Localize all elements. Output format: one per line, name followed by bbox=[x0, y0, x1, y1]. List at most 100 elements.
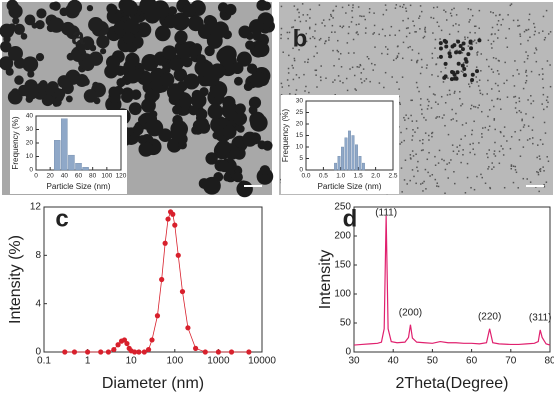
speck bbox=[474, 189, 476, 191]
speck bbox=[310, 9, 312, 11]
speck bbox=[420, 5, 422, 7]
particle bbox=[234, 77, 243, 86]
speck bbox=[373, 12, 375, 14]
speck bbox=[456, 146, 458, 148]
speck bbox=[451, 109, 453, 111]
speck bbox=[524, 31, 526, 32]
speck bbox=[467, 177, 469, 179]
particle bbox=[49, 2, 57, 10]
cluster bbox=[442, 76, 446, 80]
speck bbox=[411, 59, 413, 61]
speck bbox=[538, 32, 540, 34]
speck bbox=[397, 56, 399, 58]
speck bbox=[472, 15, 474, 17]
speck bbox=[525, 113, 527, 115]
speck bbox=[471, 134, 473, 136]
speck bbox=[402, 20, 404, 22]
speck bbox=[519, 33, 521, 35]
speck bbox=[498, 73, 500, 75]
particle bbox=[182, 4, 196, 18]
cluster bbox=[455, 77, 459, 81]
peak-annotation: (220) bbox=[478, 311, 501, 322]
speck bbox=[462, 124, 464, 126]
speck bbox=[469, 86, 471, 88]
data-point bbox=[111, 347, 116, 352]
speck bbox=[528, 19, 530, 21]
histogram-bar bbox=[338, 156, 340, 170]
speck bbox=[462, 154, 464, 156]
cluster bbox=[457, 62, 461, 66]
speck bbox=[361, 16, 363, 18]
speck bbox=[333, 10, 335, 12]
speck bbox=[491, 69, 493, 71]
speck bbox=[449, 162, 451, 164]
particle bbox=[92, 82, 99, 89]
speck bbox=[523, 88, 525, 90]
data-point bbox=[146, 347, 151, 352]
speck bbox=[529, 14, 531, 16]
speck bbox=[439, 116, 441, 118]
speck bbox=[411, 139, 413, 141]
speck bbox=[302, 3, 304, 5]
speck bbox=[352, 7, 354, 8]
speck bbox=[294, 20, 296, 22]
y-tick-label: 25 bbox=[296, 109, 304, 116]
speck bbox=[480, 70, 482, 72]
x-tick-label: 80 bbox=[544, 356, 554, 367]
speck bbox=[414, 31, 416, 32]
particle bbox=[235, 103, 246, 114]
speck bbox=[399, 30, 401, 32]
speck bbox=[530, 95, 532, 97]
speck bbox=[499, 99, 501, 101]
speck bbox=[410, 5, 412, 7]
speck bbox=[417, 127, 419, 128]
speck bbox=[510, 5, 512, 7]
speck bbox=[391, 76, 393, 78]
x-tick-label: 10 bbox=[126, 356, 138, 367]
y-tick-label: 20 bbox=[296, 121, 304, 128]
speck bbox=[387, 53, 389, 55]
speck bbox=[340, 53, 342, 55]
speck bbox=[493, 166, 495, 168]
speck bbox=[384, 35, 386, 37]
x-tick-label: 50 bbox=[427, 356, 439, 367]
speck bbox=[432, 57, 434, 59]
speck bbox=[546, 10, 548, 12]
speck bbox=[398, 53, 400, 55]
speck bbox=[536, 61, 538, 63]
speck bbox=[445, 67, 447, 69]
speck bbox=[464, 38, 466, 40]
speck bbox=[321, 22, 323, 24]
speck bbox=[532, 137, 534, 139]
speck bbox=[548, 33, 550, 35]
speck bbox=[427, 172, 429, 174]
particle bbox=[223, 125, 237, 139]
speck bbox=[492, 27, 494, 29]
speck bbox=[438, 186, 440, 188]
particle bbox=[60, 7, 69, 16]
speck bbox=[315, 24, 317, 26]
histogram-bar bbox=[75, 163, 81, 170]
data-point bbox=[159, 277, 164, 282]
y-tick-label: 12 bbox=[30, 202, 42, 213]
speck bbox=[446, 19, 448, 21]
speck bbox=[385, 4, 387, 6]
particle bbox=[196, 54, 206, 64]
particle bbox=[171, 127, 187, 143]
particle bbox=[141, 98, 156, 113]
speck bbox=[476, 52, 478, 54]
speck bbox=[447, 94, 449, 96]
x-tick-label: 20 bbox=[47, 173, 55, 180]
speck bbox=[426, 67, 428, 69]
speck bbox=[488, 166, 490, 168]
speck bbox=[476, 176, 478, 178]
y-tick-label: 4 bbox=[35, 298, 41, 309]
speck bbox=[497, 70, 499, 72]
data-point bbox=[229, 349, 234, 354]
speck bbox=[425, 169, 427, 171]
speck bbox=[405, 8, 407, 10]
panel-label: b bbox=[293, 25, 308, 52]
speck bbox=[420, 98, 422, 100]
speck bbox=[282, 51, 284, 53]
speck bbox=[456, 120, 458, 122]
